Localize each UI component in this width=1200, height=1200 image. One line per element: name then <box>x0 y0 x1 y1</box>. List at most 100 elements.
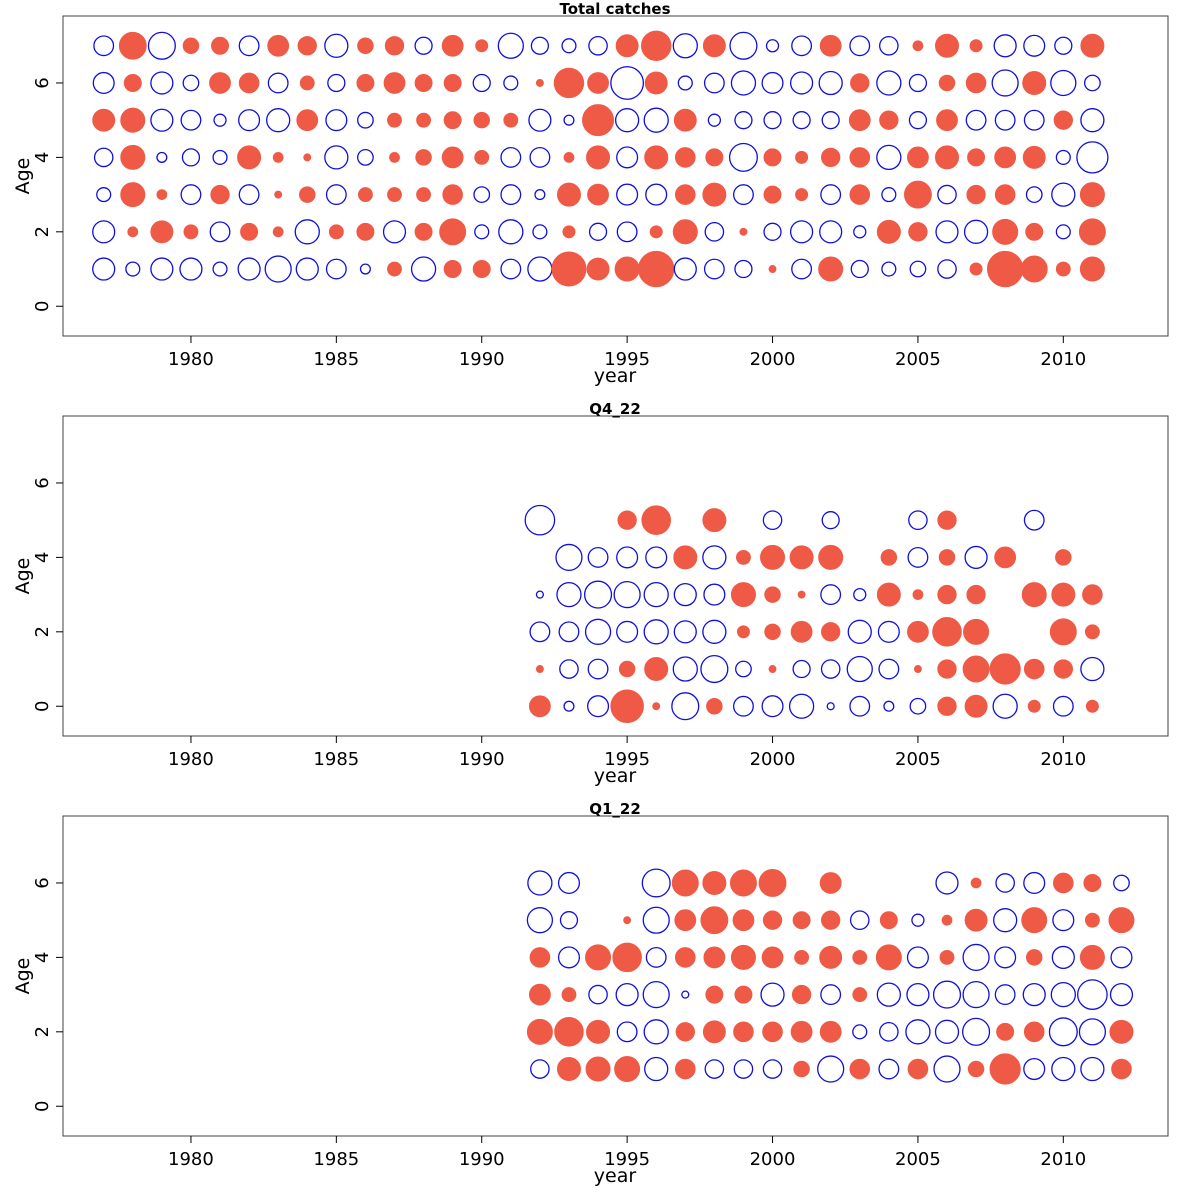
bubble-positive <box>937 584 957 605</box>
bubble-positive <box>996 1022 1015 1041</box>
bubble-negative <box>180 109 202 131</box>
bubble-negative <box>963 219 989 244</box>
bubble-negative <box>876 70 902 96</box>
bubble-positive <box>852 949 868 965</box>
bubble-negative <box>325 109 348 132</box>
bubble-negative <box>213 113 227 127</box>
bubble-positive <box>328 224 344 240</box>
bubble-negative <box>535 590 545 599</box>
bubble-negative <box>563 700 575 712</box>
bubble-positive <box>794 949 810 965</box>
bubble-negative <box>820 584 842 606</box>
bubble-positive <box>582 104 615 137</box>
bubble-positive <box>211 36 230 55</box>
bubble-positive <box>763 185 782 204</box>
bubble-positive <box>912 40 924 52</box>
bubble-negative <box>150 71 174 95</box>
bubble-positive <box>932 617 962 647</box>
bubble-negative <box>93 35 115 57</box>
bubble-negative <box>905 1019 931 1045</box>
bubble-negative <box>643 619 669 645</box>
bubble-positive <box>1020 255 1048 283</box>
bubble-negative <box>147 31 176 60</box>
bubble-positive <box>414 73 433 92</box>
bubble-negative <box>791 35 813 57</box>
x-axis-label: year <box>594 765 637 787</box>
bubble-positive <box>1079 256 1105 282</box>
bubble-positive <box>937 696 957 716</box>
x-tick-label: 2000 <box>750 1149 796 1170</box>
bubble-positive <box>760 544 786 570</box>
bubble-negative <box>672 33 698 59</box>
bubble-positive <box>700 906 729 935</box>
bubble-negative <box>821 511 840 530</box>
bubble-negative <box>911 913 925 927</box>
bubble-positive <box>674 909 697 932</box>
bubble-negative <box>150 257 174 281</box>
bubble-positive <box>1079 944 1105 970</box>
bubble-negative <box>125 261 141 277</box>
bubble-negative <box>382 220 407 244</box>
bubble-negative <box>853 587 867 602</box>
bubble-positive <box>790 1020 813 1043</box>
bubble-positive <box>673 108 697 132</box>
bubble-negative <box>1078 1018 1107 1046</box>
bubble-negative <box>876 144 902 171</box>
bubble-negative <box>881 261 897 277</box>
bubble-positive <box>1053 110 1073 130</box>
bubble-positive <box>941 914 953 926</box>
bubble-positive <box>638 250 675 288</box>
bubble-positive <box>127 226 139 238</box>
bubble-negative <box>503 75 519 91</box>
y-axis-label: Age <box>12 958 34 995</box>
bubble-negative <box>558 621 580 643</box>
bubble-positive <box>674 184 696 205</box>
bubble-positive <box>966 584 986 605</box>
bubble-positive <box>561 987 577 1003</box>
bubble-positive <box>935 145 959 170</box>
bubble-positive <box>641 505 672 535</box>
bubble-negative <box>267 72 289 94</box>
bubbles <box>524 504 1105 723</box>
bubble-negative <box>734 111 753 130</box>
bubble-positive <box>994 546 1017 569</box>
bubble-positive <box>617 510 637 530</box>
bubble-positive <box>1055 549 1072 566</box>
bubble-positive <box>764 623 781 641</box>
bubble-positive <box>879 911 898 930</box>
bubble-positive <box>441 146 464 169</box>
bubble-negative <box>994 109 1016 131</box>
bubble-negative <box>584 618 612 645</box>
bubble-positive <box>183 224 199 240</box>
bubble-negative <box>555 543 583 572</box>
panel-0: Total catches 1980 1985 1990 1995 2000 2005 201… <box>12 0 1169 387</box>
bubble-negative <box>991 69 1019 97</box>
bubble-negative <box>182 74 200 92</box>
bubble-negative <box>673 620 697 644</box>
bubble-positive <box>966 184 986 205</box>
bubble-positive <box>702 1020 726 1044</box>
bubble-negative <box>672 656 698 682</box>
bubble-positive <box>441 34 464 57</box>
bubble-negative <box>92 71 115 95</box>
x-tick-label: 1980 <box>168 749 214 770</box>
bubble-positive <box>732 909 755 932</box>
bubble-positive <box>1023 1021 1045 1043</box>
bubble-positive <box>736 625 750 639</box>
x-tick-label: 2010 <box>1040 1149 1086 1170</box>
bubble-positive <box>674 947 696 968</box>
bubble-negative <box>238 184 260 206</box>
bubble-negative <box>583 580 613 609</box>
bubble-positive <box>935 33 959 58</box>
bubble-negative <box>325 258 347 280</box>
bubble-positive <box>702 34 726 58</box>
bubble-negative <box>735 660 752 678</box>
x-tick-label: 1995 <box>604 749 650 770</box>
bubble-positive <box>819 872 842 894</box>
bubble-negative <box>93 147 114 168</box>
bubble-positive <box>614 256 640 282</box>
bubble-negative <box>150 108 174 132</box>
panel-title: Q4_22 <box>589 400 641 418</box>
bubble-positive <box>1022 145 1046 169</box>
bubble-positive <box>1111 1058 1132 1080</box>
